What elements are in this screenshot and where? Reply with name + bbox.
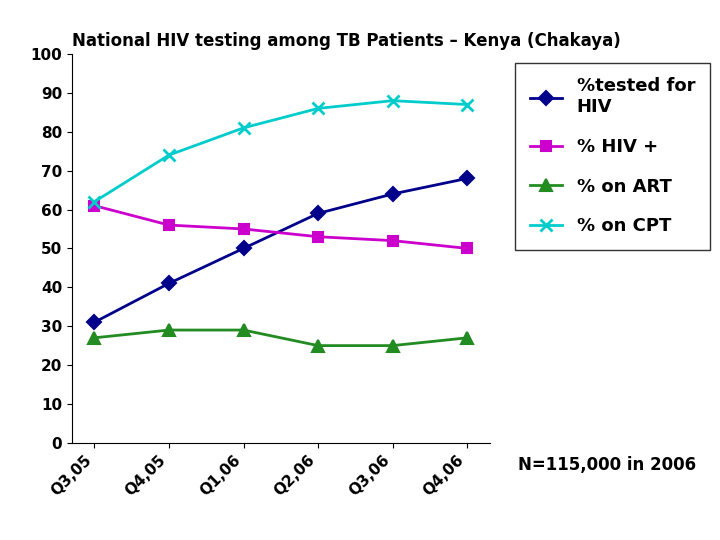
Text: N=115,000 in 2006: N=115,000 in 2006 <box>518 456 696 474</box>
% on ART <box>388 342 397 349</box>
% HIV + <box>314 233 323 240</box>
% on CPT <box>388 97 397 104</box>
Line: % on CPT: % on CPT <box>88 94 474 208</box>
Line: % on ART: % on ART <box>89 325 473 351</box>
%tested for
HIV <box>388 191 397 197</box>
% on CPT <box>90 199 99 205</box>
% on ART <box>165 327 174 333</box>
%tested for
HIV <box>90 319 99 326</box>
% on CPT <box>314 105 323 112</box>
Legend: %tested for
HIV, % HIV +, % on ART, % on CPT: %tested for HIV, % HIV +, % on ART, % on… <box>516 63 710 249</box>
Text: National HIV testing among TB Patients – Kenya (Chakaya): National HIV testing among TB Patients –… <box>72 32 621 50</box>
% on ART <box>463 335 472 341</box>
%tested for
HIV <box>314 210 323 217</box>
% HIV + <box>463 245 472 252</box>
% on ART <box>239 327 248 333</box>
%tested for
HIV <box>463 175 472 181</box>
% HIV + <box>165 222 174 228</box>
% HIV + <box>90 202 99 209</box>
% HIV + <box>388 238 397 244</box>
% on CPT <box>165 152 174 158</box>
Line: % HIV +: % HIV + <box>89 201 472 253</box>
% on CPT <box>239 125 248 131</box>
%tested for
HIV <box>165 280 174 287</box>
Line: %tested for
HIV: %tested for HIV <box>89 173 472 327</box>
% on CPT <box>463 102 472 108</box>
% on ART <box>314 342 323 349</box>
%tested for
HIV <box>239 245 248 252</box>
% on ART <box>90 335 99 341</box>
% HIV + <box>239 226 248 232</box>
